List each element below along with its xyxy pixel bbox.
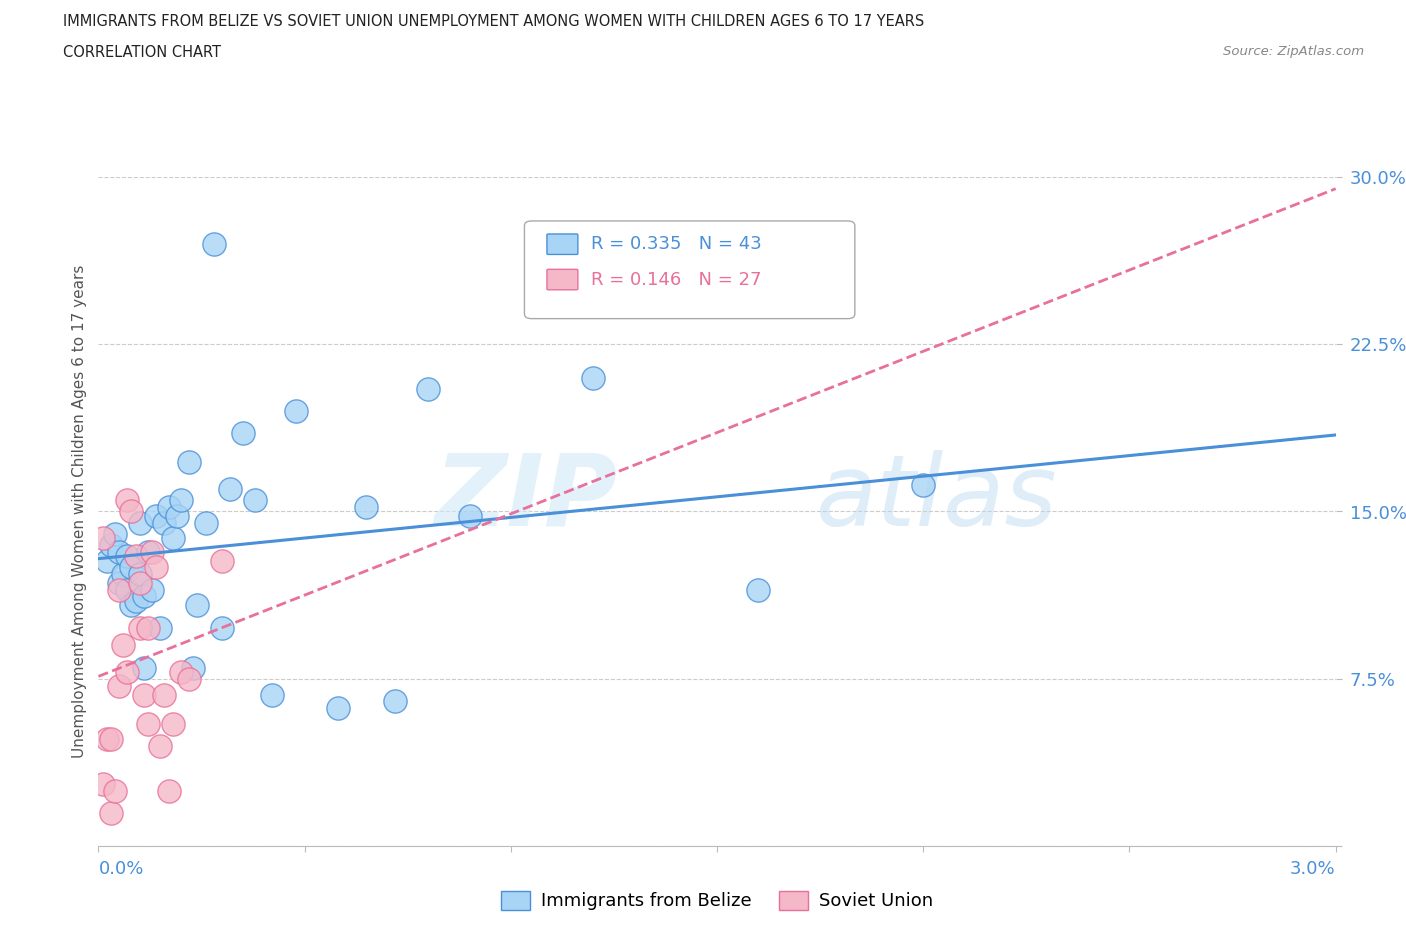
Point [384, 694, 406, 709]
Point [120, 504, 142, 519]
Point [149, 620, 172, 635]
Point [100, 538, 122, 552]
Point [136, 620, 159, 635]
Point [157, 499, 180, 514]
Point [100, 805, 122, 820]
Point [141, 544, 163, 559]
Point [202, 236, 225, 251]
Legend: Immigrants from Belize, Soviet Union: Immigrants from Belize, Soviet Union [494, 884, 941, 918]
Point [108, 576, 131, 591]
Point [186, 598, 208, 613]
Point [157, 783, 180, 798]
Y-axis label: Unemployment Among Women with Children Ages 6 to 17 years: Unemployment Among Women with Children A… [72, 265, 87, 758]
Point [108, 582, 131, 597]
Point [181, 660, 204, 675]
Point [132, 589, 155, 604]
Text: 3.0%: 3.0% [1291, 860, 1336, 878]
Point [120, 560, 142, 575]
Point [124, 593, 146, 608]
Text: atlas: atlas [815, 449, 1057, 547]
Point [112, 566, 135, 581]
Point [356, 499, 378, 514]
Point [166, 509, 188, 524]
Point [136, 544, 159, 559]
Text: 0.0%: 0.0% [98, 860, 143, 878]
Point [211, 553, 233, 568]
Text: ZIP: ZIP [434, 449, 619, 547]
Point [285, 404, 308, 418]
Point [128, 576, 150, 591]
Point [108, 678, 131, 693]
Text: CORRELATION CHART: CORRELATION CHART [63, 45, 221, 60]
Point [194, 515, 217, 530]
Point [132, 687, 155, 702]
Point [104, 783, 127, 798]
Point [132, 660, 155, 675]
Point [136, 716, 159, 731]
Point [91, 531, 114, 546]
Point [117, 582, 139, 597]
Point [232, 426, 254, 441]
Point [747, 582, 769, 597]
Point [458, 509, 481, 524]
Point [153, 687, 176, 702]
Point [91, 777, 114, 791]
Point [120, 598, 142, 613]
Point [179, 455, 201, 470]
Point [117, 549, 139, 564]
Point [145, 509, 167, 524]
Point [117, 665, 139, 680]
Point [219, 482, 242, 497]
Point [141, 582, 163, 597]
Text: Source: ZipAtlas.com: Source: ZipAtlas.com [1223, 45, 1364, 58]
Point [128, 620, 150, 635]
Point [418, 381, 440, 396]
Point [179, 671, 201, 686]
Point [153, 515, 176, 530]
Point [260, 687, 283, 702]
Point [326, 700, 349, 715]
Point [149, 738, 172, 753]
Point [145, 560, 167, 575]
Point [128, 515, 150, 530]
Point [211, 620, 233, 635]
Point [162, 531, 184, 546]
Point [112, 638, 135, 653]
Point [117, 493, 139, 508]
Point [128, 566, 150, 581]
Point [108, 544, 131, 559]
Point [96, 553, 118, 568]
Point [243, 493, 266, 508]
Point [582, 370, 605, 385]
Point [104, 526, 127, 541]
Point [162, 716, 184, 731]
Point [100, 732, 122, 747]
Text: R = 0.146   N = 27: R = 0.146 N = 27 [591, 271, 761, 288]
Text: IMMIGRANTS FROM BELIZE VS SOVIET UNION UNEMPLOYMENT AMONG WOMEN WITH CHILDREN AG: IMMIGRANTS FROM BELIZE VS SOVIET UNION U… [63, 14, 925, 29]
Point [96, 732, 118, 747]
Point [912, 477, 935, 492]
Point [124, 549, 146, 564]
Point [170, 665, 193, 680]
Point [170, 493, 193, 508]
Text: R = 0.335   N = 43: R = 0.335 N = 43 [591, 235, 761, 253]
